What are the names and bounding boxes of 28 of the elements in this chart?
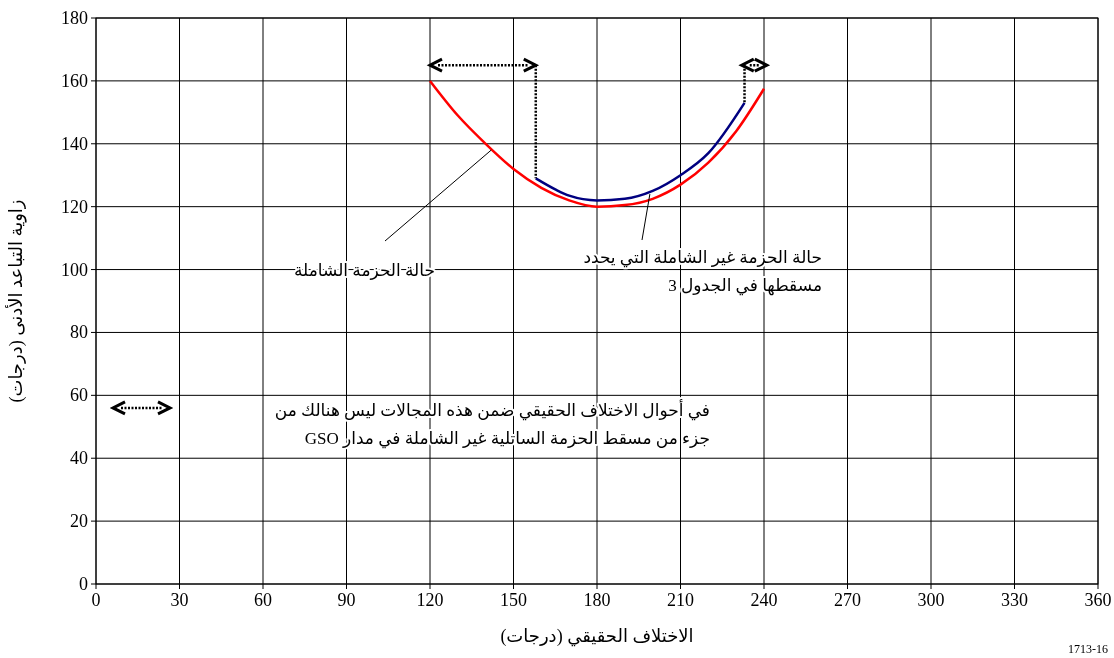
x-tick-label: 90 (337, 590, 356, 610)
x-tick-label: 0 (91, 590, 101, 610)
x-tick-label: 210 (667, 590, 694, 610)
y-axis-title: زاوية التباعد الأدنى (درجات) (5, 199, 27, 403)
y-tick-label: 0 (79, 574, 88, 594)
x-tick-label: 180 (583, 590, 611, 610)
x-tick-label: 60 (254, 590, 272, 610)
x-tick-label: 330 (1001, 590, 1028, 610)
x-axis-title: الاختلاف الحقيقي (درجات) (500, 626, 694, 647)
x-tick-label: 360 (1084, 590, 1112, 610)
x-tick-label: 30 (170, 590, 189, 610)
y-tick-label: 100 (61, 259, 88, 280)
y-tick-label: 40 (70, 448, 88, 469)
y-tick-label: 60 (70, 385, 88, 406)
x-tick-label: 300 (917, 590, 945, 610)
y-tick-label: 120 (61, 196, 88, 217)
x-tick-label: 240 (750, 590, 778, 610)
y-tick-label: 80 (70, 322, 88, 343)
y-tick-label: 140 (61, 133, 88, 154)
x-tick-label: 120 (416, 590, 444, 610)
x-tick-label: 150 (500, 590, 527, 610)
line-series (534, 101, 746, 202)
y-tick-label: 180 (61, 8, 88, 28)
line-series (428, 79, 766, 208)
text: 1713-16 (1068, 642, 1108, 656)
x-tick-label: 270 (834, 590, 861, 610)
y-tick-label: 20 (70, 511, 88, 532)
y-tick-label: 160 (61, 70, 88, 91)
